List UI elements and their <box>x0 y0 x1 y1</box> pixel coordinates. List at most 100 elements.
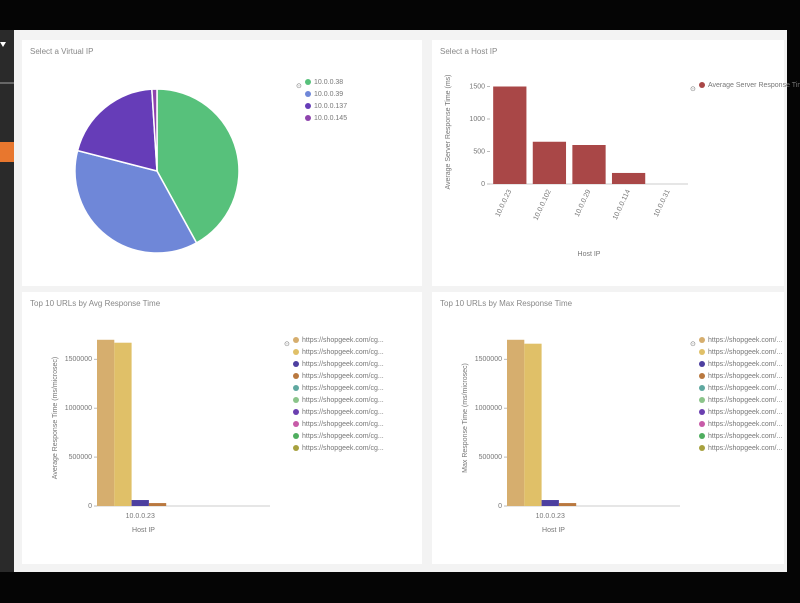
bar <box>493 86 527 184</box>
x-tick-label: 10.0.0.23 <box>126 513 155 520</box>
legend-swatch <box>699 349 705 355</box>
x-tick-label: 10.0.0.23 <box>536 513 565 520</box>
legend-label: https://shopgeek.com/cg... <box>302 409 384 416</box>
menu-caret[interactable] <box>0 42 6 47</box>
y-tick-label: 500000 <box>69 454 92 461</box>
y-tick-label: 1500000 <box>65 356 92 363</box>
y-tick-label: 1500000 <box>475 356 502 363</box>
legend-swatch <box>293 373 299 379</box>
legend-label: https://shopgeek.com/cg... <box>302 361 384 368</box>
legend-swatch <box>699 385 705 391</box>
panel-title: Select a Host IP <box>440 47 497 56</box>
legend-label: https://shopgeek.com/cg... <box>302 433 384 440</box>
y-axis-title: Average Response Time (ms/microsec) <box>52 357 59 479</box>
bar <box>507 339 525 506</box>
legend-label: https://shopgeek.com/... <box>708 397 782 404</box>
y-tick-label: 0 <box>481 181 485 188</box>
legend-swatch <box>305 115 311 121</box>
legend-label: https://shopgeek.com/cg... <box>302 397 384 404</box>
legend-swatch <box>699 397 705 403</box>
pie-slice <box>76 88 158 172</box>
legend-swatch <box>293 349 299 355</box>
legend-label: https://shopgeek.com/cg... <box>302 421 384 428</box>
legend-label: 10.0.0.145 <box>314 115 347 122</box>
bar <box>611 172 646 184</box>
panel-title: Top 10 URLs by Avg Response Time <box>30 299 161 308</box>
legend-swatch <box>699 337 705 343</box>
panel-title: Top 10 URLs by Max Response Time <box>440 299 573 308</box>
legend-label: https://shopgeek.com/... <box>708 421 782 428</box>
legend-swatch <box>293 421 299 427</box>
bar <box>97 339 115 506</box>
legend-swatch <box>293 337 299 343</box>
legend-label: 10.0.0.39 <box>314 91 343 98</box>
legend-swatch <box>305 91 311 97</box>
legend-swatch <box>293 409 299 415</box>
y-tick-label: 500 <box>473 148 485 155</box>
legend-swatch <box>293 433 299 439</box>
legend-swatch <box>293 445 299 451</box>
bar <box>558 503 577 506</box>
y-tick-label: 0 <box>88 503 92 510</box>
legend-label: https://shopgeek.com/... <box>708 373 782 380</box>
y-tick-label: 1000 <box>469 116 485 123</box>
legend-label: https://shopgeek.com/... <box>708 349 782 356</box>
sidebar-divider <box>0 82 14 84</box>
legend-label: 10.0.0.137 <box>314 103 347 110</box>
sidebar-active[interactable] <box>0 142 14 162</box>
legend-swatch <box>305 103 311 109</box>
legend-label: https://shopgeek.com/... <box>708 361 782 368</box>
y-tick-label: 500000 <box>479 454 502 461</box>
legend-label: https://shopgeek.com/cg... <box>302 349 384 356</box>
legend-swatch <box>699 82 705 88</box>
legend-toggle: ⊙ <box>690 341 696 348</box>
legend-label: https://shopgeek.com/cg... <box>302 445 384 452</box>
panel-title: Select a Virtual IP <box>30 47 93 56</box>
legend-swatch <box>699 373 705 379</box>
legend-label: https://shopgeek.com/cg... <box>302 337 384 344</box>
legend-label: 10.0.0.38 <box>314 79 343 86</box>
legend-label: Average Server Response Time <box>708 82 800 89</box>
y-tick-label: 0 <box>498 503 502 510</box>
legend-label: https://shopgeek.com/cg... <box>302 385 384 392</box>
legend-swatch <box>293 397 299 403</box>
y-tick-label: 1500 <box>469 83 485 90</box>
legend-toggle: ⊙ <box>690 86 696 93</box>
legend-swatch <box>699 421 705 427</box>
legend-label: https://shopgeek.com/... <box>708 385 782 392</box>
bar <box>572 145 606 184</box>
bar <box>541 500 559 506</box>
legend-label: https://shopgeek.com/... <box>708 445 782 452</box>
x-axis-title: Host IP <box>132 527 155 534</box>
pie-slice <box>151 88 158 172</box>
y-axis-title: Average Server Response Time (ms) <box>445 74 452 189</box>
legend-swatch <box>293 385 299 391</box>
bar <box>532 141 567 184</box>
legend-label: https://shopgeek.com/... <box>708 433 782 440</box>
y-tick-label: 1000000 <box>65 405 92 412</box>
bar <box>114 342 132 506</box>
bar <box>148 503 167 506</box>
legend-label: https://shopgeek.com/... <box>708 337 782 344</box>
legend-swatch <box>305 79 311 85</box>
x-axis-title: Host IP <box>542 527 565 534</box>
legend-swatch <box>699 361 705 367</box>
legend-toggle: ⊙ <box>284 341 290 348</box>
panel <box>432 40 784 286</box>
panel <box>432 292 784 564</box>
legend-toggle: ⊙ <box>296 83 302 90</box>
legend-label: https://shopgeek.com/... <box>708 409 782 416</box>
legend-swatch <box>699 445 705 451</box>
sidebar <box>0 30 14 572</box>
y-axis-title: Max Response Time (ms/microsec) <box>462 363 469 473</box>
legend-swatch <box>699 433 705 439</box>
legend-swatch <box>699 409 705 415</box>
legend-label: https://shopgeek.com/cg... <box>302 373 384 380</box>
legend-swatch <box>293 361 299 367</box>
bar <box>524 343 542 506</box>
pie-slice <box>74 149 198 254</box>
bar <box>131 500 149 506</box>
panel <box>22 292 422 564</box>
